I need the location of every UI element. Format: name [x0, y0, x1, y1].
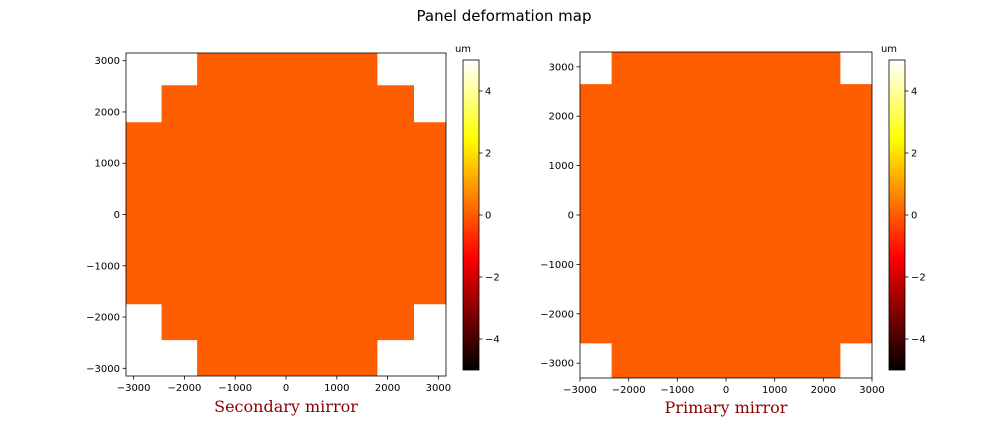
primary-mirror-plot-area: −3000 −2000 −1000 0 1000 2000 3000 −3000 −2000 −1… [540, 51, 885, 396]
primary-mirror-x-tick-label: 1000 [762, 385, 787, 396]
secondary-mirror-chart: −3000 −2000 −1000 0 1000 2000 3000 −3000 −2000 −1… [86, 44, 500, 416]
primary-mirror-y-tick-label: −2000 [540, 309, 574, 320]
primary-mirror-x-tick-label: 0 [723, 385, 729, 396]
secondary-mirror-colorbar-tick-label: 0 [485, 211, 491, 222]
secondary-mirror-title: Secondary mirror [214, 397, 358, 416]
secondary-mirror-colorbar-unit-label: um [455, 44, 471, 55]
secondary-mirror-x-tick-label: −1000 [218, 383, 252, 394]
primary-mirror-x-tick-label: −3000 [563, 385, 597, 396]
secondary-mirror-x-tick-label: 0 [283, 383, 289, 394]
secondary-mirror-y-tick-label: 1000 [95, 159, 120, 170]
secondary-mirror-x-tick-label: −3000 [117, 383, 151, 394]
primary-mirror-chart: −3000 −2000 −1000 0 1000 2000 3000 −3000 −2000 −1… [540, 44, 926, 417]
secondary-mirror-x-tick-label: 1000 [324, 383, 349, 394]
secondary-mirror-y-tick-label: 0 [114, 210, 120, 221]
primary-mirror-colorbar-gradient [889, 60, 905, 370]
secondary-mirror-colorbar-tick-label: −2 [485, 273, 500, 284]
secondary-mirror-plot-area: −3000 −2000 −1000 0 1000 2000 3000 −3000 −2000 −1… [86, 52, 451, 394]
secondary-mirror-x-tick-label: 2000 [375, 383, 400, 394]
secondary-mirror-y-tick-label: −2000 [86, 313, 120, 324]
primary-mirror-y-tick-label: 1000 [549, 161, 574, 172]
primary-mirror-y-tick-label: 2000 [549, 112, 574, 123]
secondary-mirror-colorbar: −4 −2 0 2 4 um [455, 44, 500, 371]
primary-mirror-x-tick-label: −1000 [660, 385, 694, 396]
primary-mirror-colorbar-tick-label: 2 [911, 149, 917, 160]
secondary-mirror-panel-field [126, 53, 446, 376]
primary-mirror-x-tick-label: 3000 [859, 385, 884, 396]
primary-mirror-colorbar-tick-label: −4 [911, 335, 926, 346]
secondary-mirror-colorbar-gradient [463, 60, 479, 370]
secondary-mirror-colorbar-tick-label: 2 [485, 149, 491, 160]
secondary-mirror-x-tick-label: −2000 [167, 383, 201, 394]
secondary-mirror-y-tick-label: 3000 [95, 56, 120, 67]
secondary-mirror-y-tick-label: −1000 [86, 261, 120, 272]
primary-mirror-x-tick-label: −2000 [612, 385, 646, 396]
secondary-mirror-y-tick-label: −3000 [86, 364, 120, 375]
secondary-mirror-y-tick-label: 2000 [95, 107, 120, 118]
secondary-mirror-x-tick-label: 3000 [426, 383, 451, 394]
primary-mirror-colorbar-tick-label: −2 [911, 273, 926, 284]
primary-mirror-colorbar-tick-label: 0 [911, 211, 917, 222]
secondary-mirror-colorbar-tick-label: −4 [485, 335, 500, 346]
primary-mirror-y-tick-label: 0 [568, 211, 574, 222]
primary-mirror-y-tick-label: −3000 [540, 359, 574, 370]
primary-mirror-x-tick-label: 2000 [811, 385, 836, 396]
primary-mirror-y-tick-label: −1000 [540, 260, 574, 271]
primary-mirror-colorbar-unit-label: um [881, 44, 897, 55]
secondary-mirror-colorbar-tick-label: 4 [485, 87, 491, 98]
figure-title: Panel deformation map [417, 7, 592, 25]
primary-mirror-colorbar-tick-label: 4 [911, 87, 917, 98]
primary-mirror-y-tick-label: 3000 [549, 62, 574, 73]
primary-mirror-title: Primary mirror [665, 398, 788, 417]
primary-mirror-panel-field [580, 52, 872, 378]
primary-mirror-colorbar: −4 −2 0 2 4 um [881, 44, 926, 371]
